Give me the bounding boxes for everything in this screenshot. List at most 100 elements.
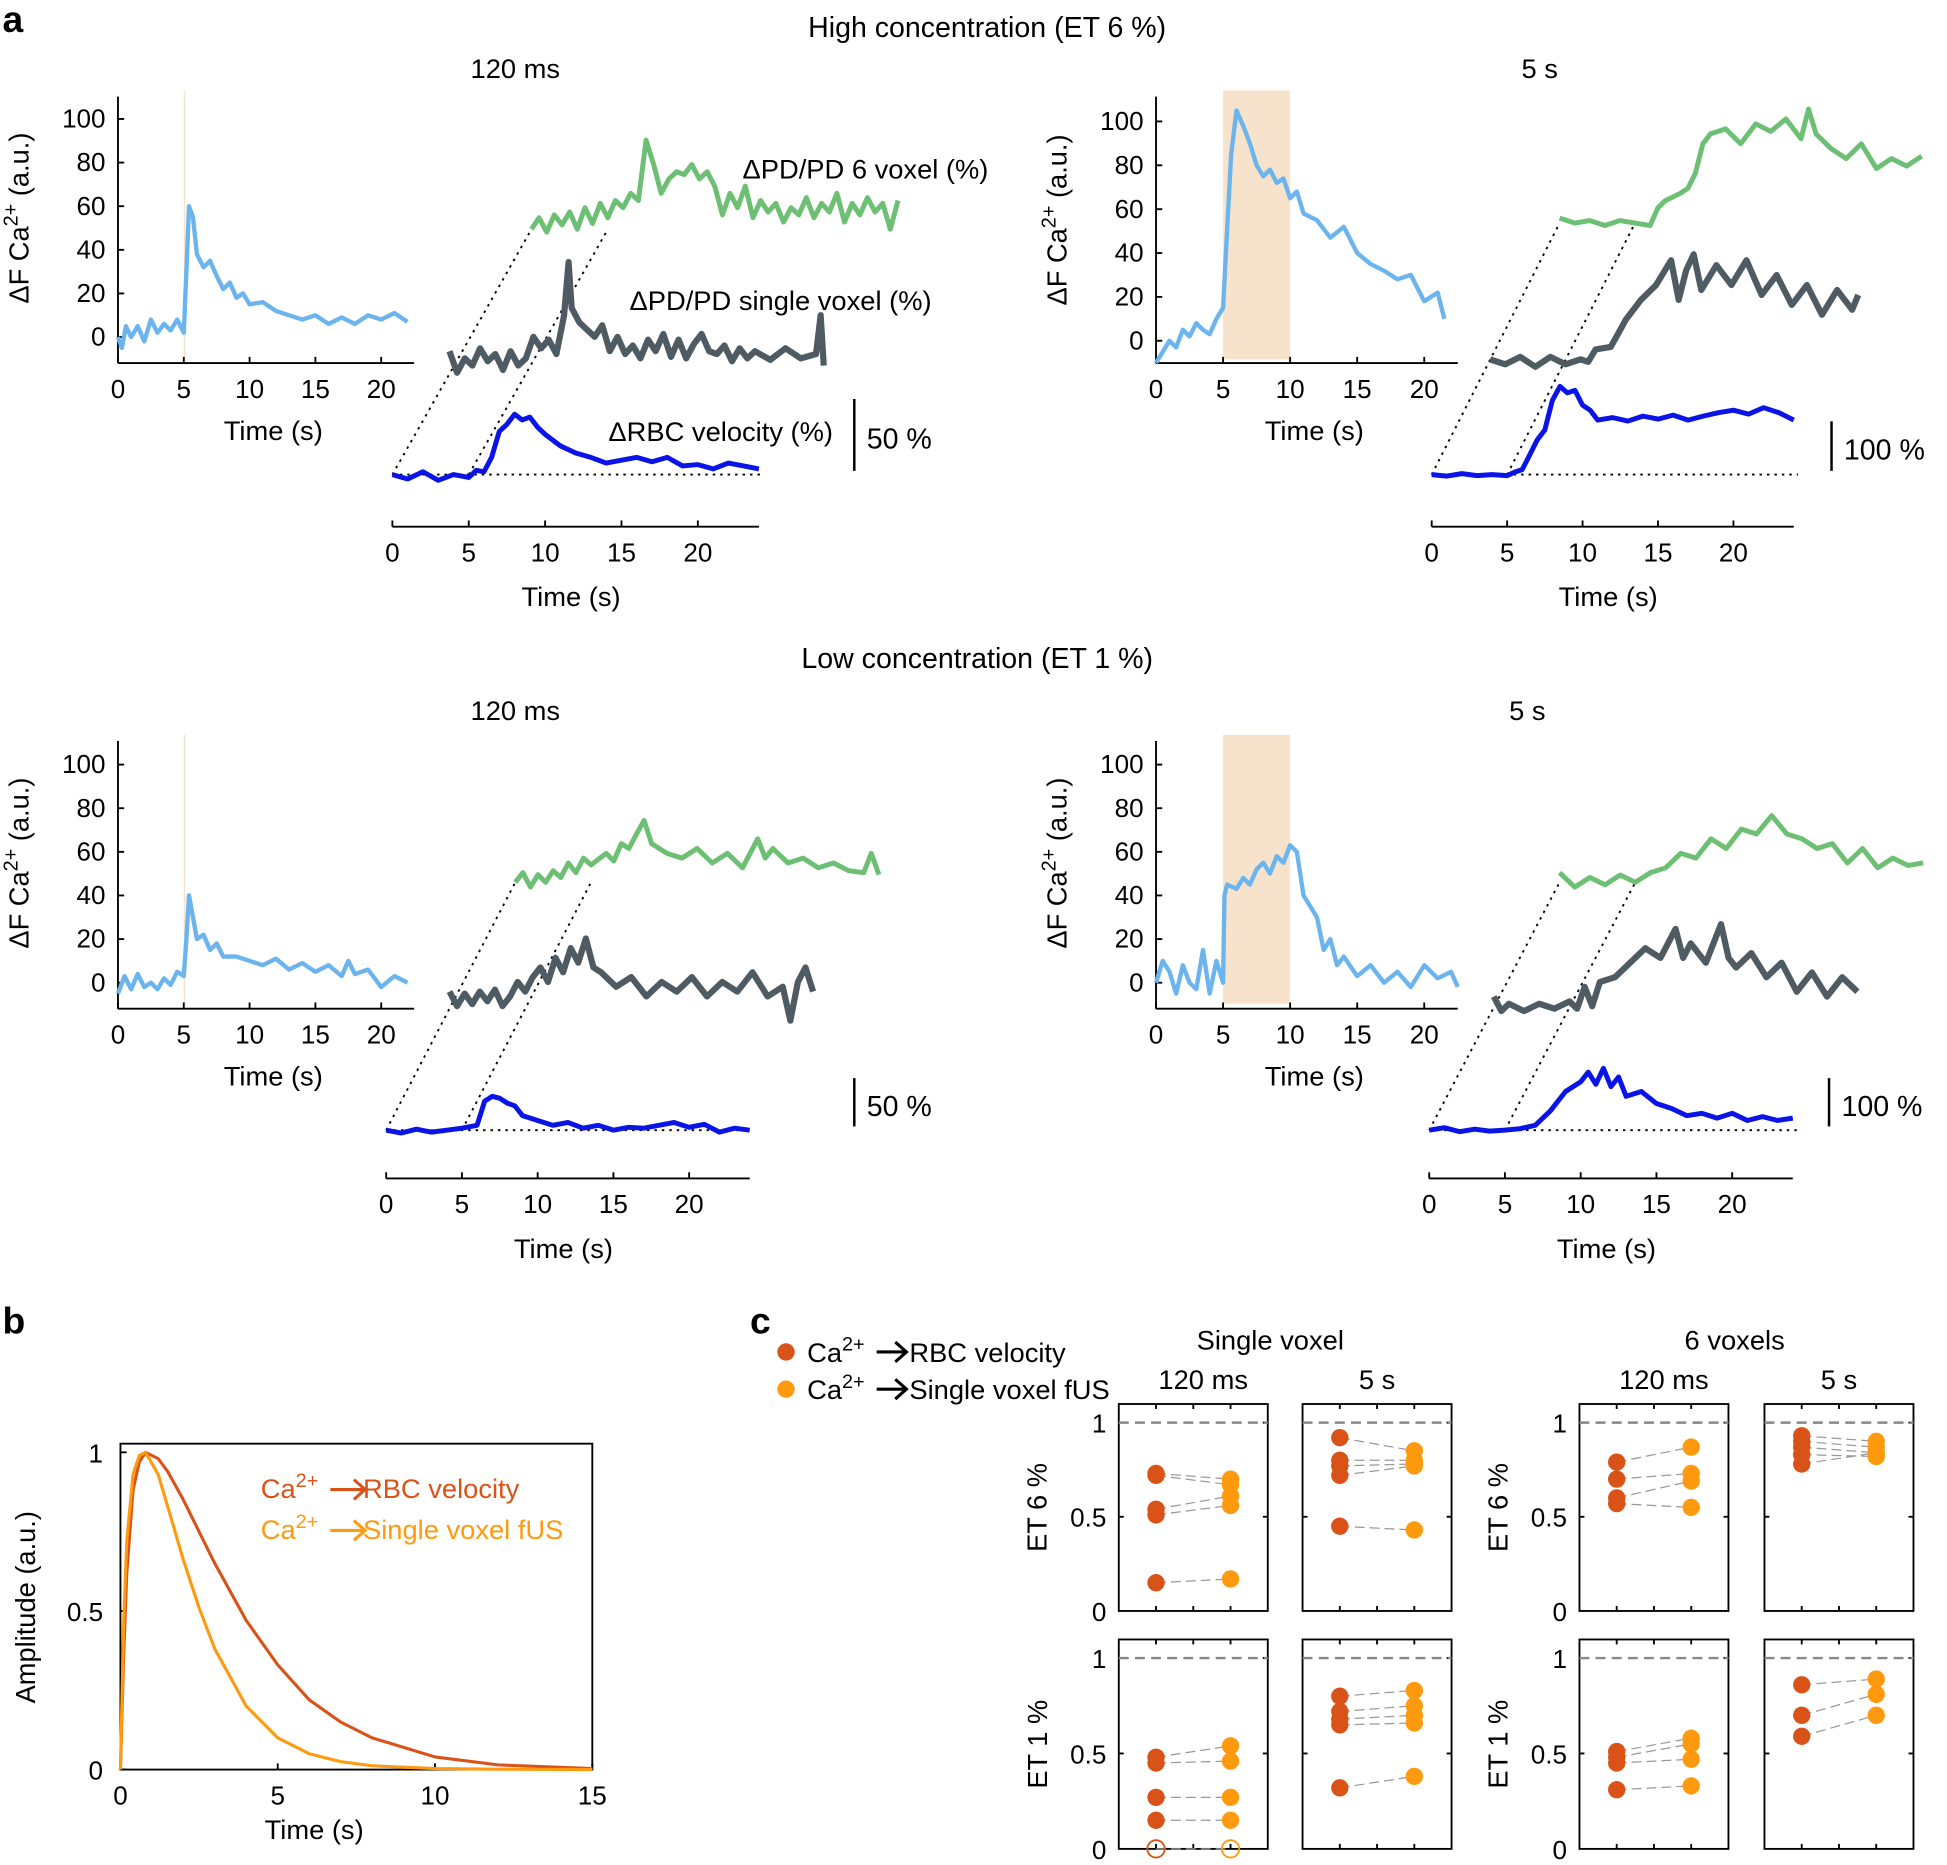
- ca-y-label: ΔF Ca2+ (a.u.): [1038, 134, 1072, 305]
- ca-y-label-sup: 2+: [1038, 849, 1060, 872]
- panel-label-c: c: [750, 1299, 771, 1341]
- legend-entry-sup: 2+: [296, 1511, 319, 1533]
- ca-x-tick-label: 20: [367, 1019, 396, 1049]
- ca-x-tick-label: 15: [1343, 374, 1372, 404]
- trace-label-single-voxel: ΔPD/PD single voxel (%): [630, 285, 932, 316]
- fus-time-tick-label: 15: [1643, 537, 1672, 567]
- pair-line: [1339, 1714, 1415, 1720]
- fus-time-tick-label: 10: [1566, 1189, 1595, 1219]
- fus-time-tick-label: 10: [1568, 537, 1597, 567]
- scatter-cell-frame: [1117, 1403, 1269, 1612]
- column-title: 120 ms: [1619, 1364, 1709, 1395]
- fus-point: [1405, 1521, 1423, 1539]
- stimulus-shade: [183, 90, 186, 360]
- pair-line: [1616, 1785, 1692, 1791]
- y-tick-label: 0.5: [1531, 1739, 1567, 1769]
- stack-guide-line: [1428, 881, 1561, 1131]
- scatter-cell-frame: [1301, 1638, 1453, 1850]
- rbc-point: [1331, 1466, 1349, 1485]
- fus-point: [1405, 1681, 1423, 1700]
- ca-y-tick-label: 0: [1129, 967, 1143, 997]
- plot-frame: [119, 1442, 594, 1771]
- impulse-response-curve: [118, 1450, 593, 1771]
- fus-point: [1682, 1438, 1700, 1456]
- legend-entry-sup: 2+: [296, 1470, 319, 1492]
- pair-line: [1155, 1578, 1231, 1584]
- fus-point: [1221, 1570, 1240, 1588]
- pair-line: [1801, 1454, 1877, 1458]
- column-title: 5 s: [1821, 1364, 1857, 1395]
- group-title: Single voxel: [1197, 1325, 1344, 1356]
- ca-x-tick-label: 5: [177, 1019, 191, 1049]
- fus-time-tick-label: 15: [599, 1189, 628, 1219]
- rbc-point: [1147, 1788, 1165, 1807]
- scale-bar-label: 100 %: [1841, 1091, 1922, 1123]
- pair-line: [1155, 1504, 1231, 1516]
- ca-x-label: Time (s): [224, 1061, 323, 1092]
- ca-x-tick-label: 10: [1276, 1019, 1305, 1049]
- stack-guide-line: [461, 881, 592, 1131]
- single-voxel-trace: [1489, 251, 1862, 370]
- stack-guide-line: [1504, 881, 1637, 1131]
- fus-time-tick-label: 0: [1422, 1189, 1436, 1219]
- rbc-point: [1147, 1574, 1165, 1592]
- pair-line: [1155, 1745, 1231, 1758]
- legend-entry-main: Ca: [261, 1514, 297, 1545]
- ca-y-tick-label: 80: [1115, 150, 1144, 180]
- ca-y-tick-label: 0: [91, 322, 105, 352]
- scale-bar-label: 100 %: [1844, 435, 1925, 467]
- ca-y-label-sup: 2+: [1038, 206, 1060, 229]
- pair-line: [1801, 1714, 1877, 1737]
- ca-y-label: ΔF Ca2+ (a.u.): [1038, 778, 1072, 949]
- y-tick-label: 0.5: [1070, 1503, 1106, 1533]
- ca-y-tick-label: 80: [77, 147, 106, 177]
- ca-y-label-main: ΔF Ca: [1042, 227, 1073, 305]
- six-voxel-trace: [513, 817, 882, 890]
- rbc-point: [1331, 1716, 1349, 1734]
- legend-marker: [777, 1343, 795, 1361]
- fus-time-label: Time (s): [522, 581, 621, 612]
- fus-time-tick-label: 15: [1642, 1189, 1671, 1219]
- y-tick-label: 0: [1092, 1597, 1106, 1627]
- single-voxel-trace: [1491, 920, 1860, 1015]
- legend-marker: [777, 1380, 795, 1398]
- stack-guide-line: [1430, 222, 1561, 476]
- ca-y-tick-label: 100: [62, 749, 105, 779]
- y-tick-label: 0.5: [1531, 1503, 1567, 1533]
- y-tick-label: 0: [1553, 1835, 1567, 1865]
- ca-x-tick-label: 20: [1410, 374, 1439, 404]
- rbc-point: [1147, 1754, 1165, 1772]
- column-title: 5 s: [1521, 53, 1557, 84]
- fus-time-tick-label: 0: [385, 537, 399, 567]
- stack-guide-line: [1506, 222, 1636, 476]
- y-tick-label: 1: [1092, 1409, 1106, 1439]
- arrow-icon: [330, 1478, 368, 1501]
- ca-y-label-main: ΔF Ca: [4, 871, 35, 949]
- fus-time-tick-label: 5: [455, 1189, 469, 1219]
- arrow-icon: [876, 1378, 909, 1401]
- legend-entry-tail: Single voxel fUS: [363, 1514, 563, 1545]
- ca-y-tick-label: 80: [1115, 793, 1144, 823]
- legend-entry: Ca2+ RBC velocity: [807, 1334, 1066, 1368]
- ca-y-tick-label: 80: [77, 793, 106, 823]
- ca-y-tick-label: 40: [1115, 238, 1144, 268]
- calcium-trace: [1153, 843, 1460, 996]
- legend-entry-tail: RBC velocity: [909, 1337, 1066, 1368]
- scatter-cell-frame: [1578, 1638, 1730, 1850]
- y-tick-label: 1: [89, 1438, 103, 1468]
- scale-bar-label: 50 %: [867, 1091, 932, 1123]
- rbc-velocity-trace: [391, 411, 760, 483]
- y-tick-label: 0: [89, 1756, 103, 1786]
- rbc-point: [1793, 1455, 1811, 1473]
- rbc-point: [1608, 1781, 1626, 1799]
- fus-time-tick-label: 5: [461, 537, 475, 567]
- fus-time-label: Time (s): [1557, 1233, 1656, 1264]
- stack-guide-line: [467, 228, 609, 476]
- ca-y-tick-label: 0: [1129, 325, 1143, 355]
- fus-time-tick-label: 0: [379, 1189, 393, 1219]
- fus-point: [1682, 1498, 1700, 1517]
- pair-line: [1339, 1689, 1415, 1697]
- fus-point: [1867, 1670, 1885, 1688]
- fus-time-tick-label: 5: [1498, 1189, 1512, 1219]
- ca-y-label-tail: (a.u.): [4, 778, 35, 849]
